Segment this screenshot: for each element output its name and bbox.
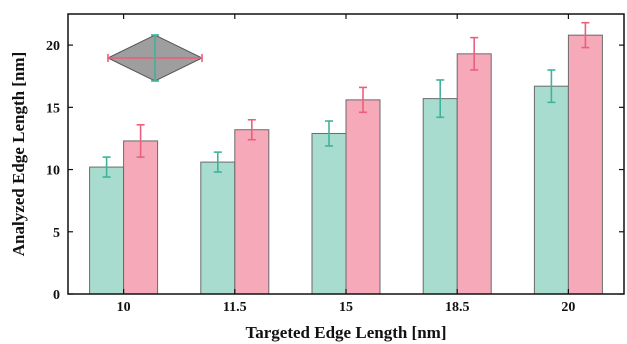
x-tick-label-10: 10 bbox=[117, 300, 131, 315]
bar-s1-10 bbox=[123, 140, 159, 295]
bar-s0-15 bbox=[311, 132, 347, 295]
bar-s0-20 bbox=[533, 85, 569, 295]
y-tick-label-0: 0 bbox=[53, 288, 60, 303]
error-bar-s0-20 bbox=[547, 69, 556, 104]
bars-layer bbox=[89, 34, 603, 295]
y-tick-label-10: 10 bbox=[46, 164, 60, 179]
error-bar-s0-11.5 bbox=[213, 151, 222, 173]
x-tick-label-20: 20 bbox=[561, 300, 575, 315]
error-bar-s0-10 bbox=[102, 156, 111, 178]
bar-s1-15 bbox=[345, 99, 381, 295]
error-bar-s0-15 bbox=[325, 120, 333, 147]
x-tick-label-11.5: 11.5 bbox=[223, 300, 247, 315]
error-bar-s1-20 bbox=[581, 21, 590, 49]
x-axis-title: Targeted Edge Length [nm] bbox=[245, 323, 446, 342]
bar-s1-18.5 bbox=[456, 53, 492, 295]
error-bar-s0-18.5 bbox=[436, 79, 445, 119]
x-tick-label-15: 15 bbox=[339, 300, 353, 315]
bar-s1-11.5 bbox=[234, 129, 270, 295]
error-bar-s1-18.5 bbox=[470, 36, 479, 71]
error-bar-s1-15 bbox=[359, 86, 367, 114]
rhombus-vertical-measure bbox=[151, 34, 159, 82]
bar-s0-11.5 bbox=[200, 161, 236, 295]
y-axis-title: Analyzed Edge Length [nm] bbox=[9, 52, 28, 256]
y-tick-label-5: 5 bbox=[53, 226, 60, 241]
error-bars-layer bbox=[102, 21, 590, 178]
y-tick-label-15: 15 bbox=[46, 101, 60, 116]
y-tick-label-20: 20 bbox=[46, 39, 60, 54]
bar-s0-18.5 bbox=[422, 98, 458, 295]
bar-s0-10 bbox=[89, 166, 125, 295]
bar-s1-20 bbox=[567, 34, 603, 295]
inset-rhombus-icon bbox=[106, 34, 204, 82]
x-tick-label-18.5: 18.5 bbox=[445, 300, 470, 315]
ticks-layer bbox=[68, 14, 624, 295]
error-bar-s1-10 bbox=[136, 123, 145, 158]
error-bar-s1-11.5 bbox=[247, 118, 256, 141]
tick-labels-layer: 10 11.5 15 18.5 20 0 5 10 15 20 bbox=[46, 39, 575, 315]
